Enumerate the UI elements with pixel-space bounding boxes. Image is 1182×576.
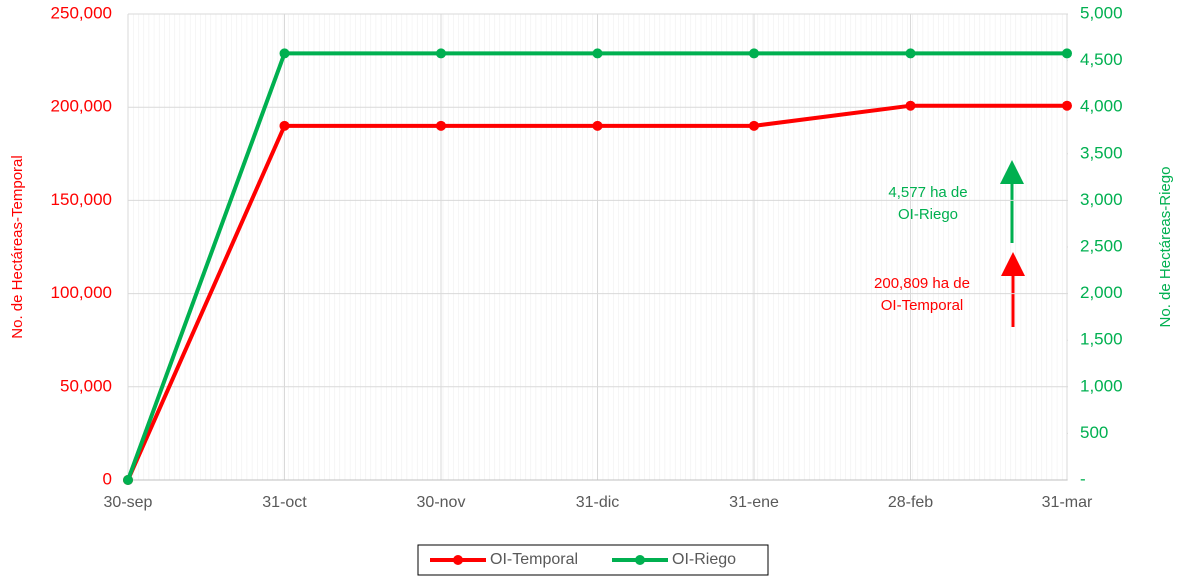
y2-tick-label: 1,500: [1080, 330, 1123, 349]
x-tick-label: 28-feb: [888, 494, 933, 511]
y2-tick-label: 4,500: [1080, 50, 1123, 69]
x-tick-label: 31-mar: [1042, 494, 1093, 511]
y-tick-label: 250,000: [51, 3, 112, 22]
point: [279, 48, 290, 59]
y2-tick-label: 4,000: [1080, 97, 1123, 116]
point: [436, 48, 446, 59]
y2-axis-label: No. de Hectáreas-Riego: [1157, 167, 1174, 328]
point: [905, 48, 916, 59]
point: [436, 120, 446, 131]
y2-tick-label: 500: [1080, 423, 1108, 442]
x-tick-label: 31-ene: [729, 494, 779, 511]
point: [123, 475, 133, 485]
annotation: OI-Temporal: [881, 297, 964, 314]
point: [905, 100, 916, 111]
point: [592, 120, 603, 131]
annotation: 200,809 ha de: [874, 275, 970, 292]
y2-tick-label: 5,000: [1080, 3, 1123, 22]
legend-label: OI-Riego: [672, 551, 736, 568]
y2-tick-label: 1,000: [1080, 376, 1123, 395]
y2-tick-label: 2,000: [1080, 283, 1123, 302]
y-tick-label: 0: [103, 469, 112, 488]
y2-tick-label: 3,000: [1080, 190, 1123, 209]
y-axis-label: No. de Hectáreas-Temporal: [9, 155, 26, 338]
point: [1062, 100, 1072, 111]
x-tick-label: 31-oct: [262, 494, 307, 511]
x-tick-label: 30-sep: [104, 494, 153, 511]
point: [1062, 48, 1072, 59]
legend-label: OI-Temporal: [490, 551, 578, 568]
y2-tick-label: -: [1080, 469, 1086, 488]
point: [592, 48, 603, 59]
y2-tick-label: 3,500: [1080, 143, 1123, 162]
x-tick-label: 30-nov: [417, 494, 466, 511]
legend-marker: [453, 555, 463, 565]
y-tick-label: 150,000: [51, 190, 112, 209]
annotation: 4,577 ha de: [888, 184, 967, 201]
y2-tick-label: 2,500: [1080, 236, 1123, 255]
point: [749, 120, 759, 131]
y-tick-label: 200,000: [51, 97, 112, 116]
x-tick-label: 31-dic: [576, 494, 620, 511]
point: [279, 120, 290, 131]
annotation: OI-Riego: [898, 206, 958, 223]
legend-marker: [635, 555, 645, 565]
point: [749, 48, 759, 59]
y-tick-label: 100,000: [51, 283, 112, 302]
y-tick-label: 50,000: [60, 376, 112, 395]
